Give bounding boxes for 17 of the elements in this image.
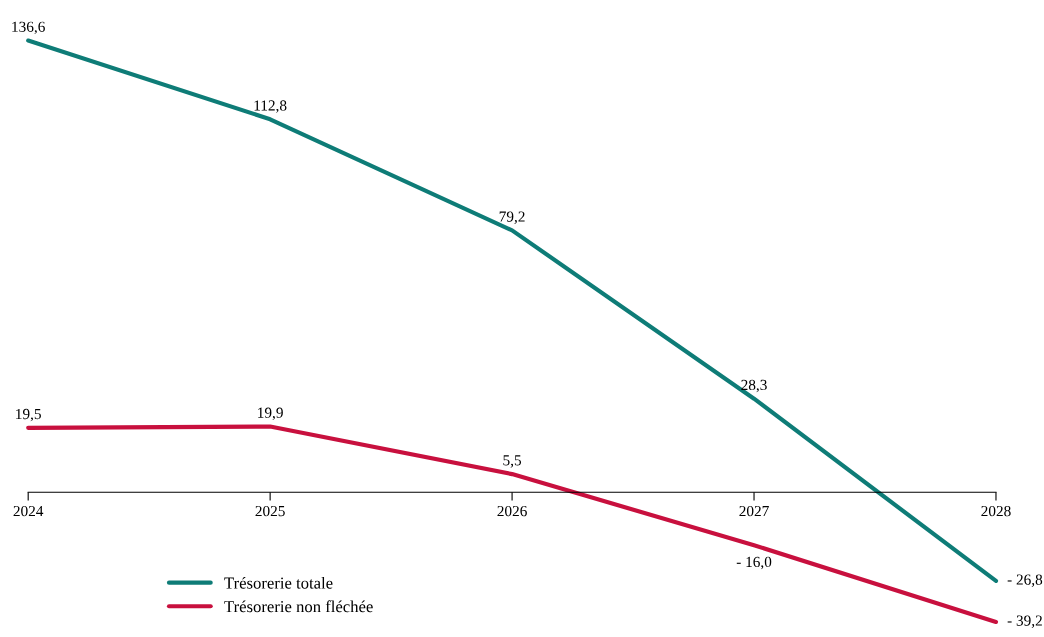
data-label: 112,8: [254, 100, 287, 113]
data-label: - 16,0: [736, 556, 772, 570]
data-label: 5,5: [503, 455, 522, 468]
data-label: 19,9: [258, 407, 283, 421]
data-label: 136,6: [12, 21, 45, 35]
legend-label: Trésorerie totale: [224, 576, 333, 589]
x-tick-label: 2028: [981, 505, 1011, 517]
data-label: 28,3: [741, 379, 767, 393]
data-label: 19,5: [16, 408, 41, 422]
x-tick-label: 2026: [497, 505, 527, 517]
legend-label: Trésorerie non fléchée: [224, 600, 373, 613]
x-tick-label: 2024: [13, 505, 44, 517]
data-label: 79,2: [499, 211, 525, 224]
data-label: - 26,8: [1007, 574, 1043, 587]
data-label: - 39,2: [1007, 615, 1042, 628]
x-tick-label: 2027: [739, 505, 769, 517]
x-tick-label: 2025: [255, 505, 285, 517]
